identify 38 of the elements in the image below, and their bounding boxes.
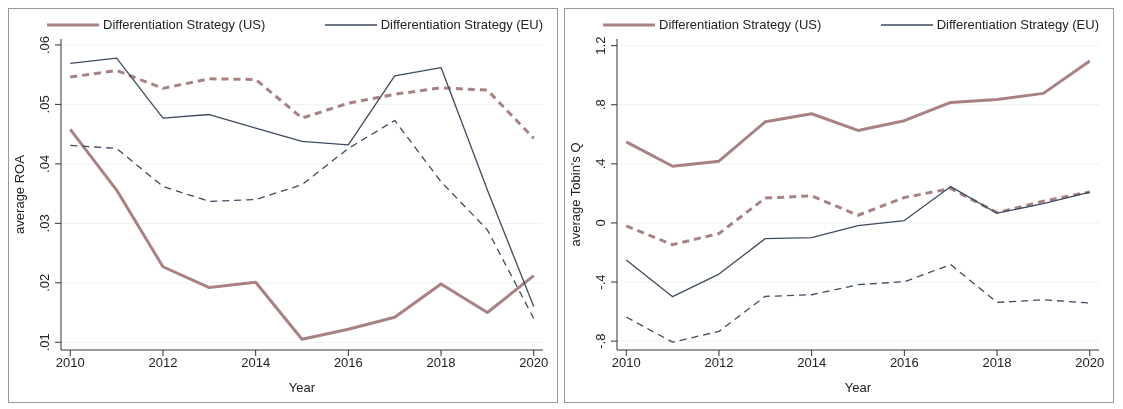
y-tick-label: .03 [37, 214, 52, 233]
x-tick-label: 2014 [797, 355, 827, 371]
y-axis-title: average ROA [11, 154, 27, 234]
line-series [68, 69, 536, 140]
y-tick-label: .8 [593, 99, 608, 111]
line-series [625, 263, 1091, 343]
y-tick-label: -.8 [593, 333, 608, 349]
x-tick-label: 2018 [982, 355, 1012, 371]
x-tick-label: 2016 [889, 355, 919, 371]
y-tick-label: .4 [593, 158, 608, 170]
x-tick-label: 2012 [704, 355, 734, 371]
x-tick-label: 2014 [241, 355, 271, 371]
x-tick-label: 2020 [519, 355, 549, 371]
x-tick-label: 2010 [55, 355, 85, 371]
x-tick-label: 2010 [611, 355, 641, 371]
y-tick-label: -.4 [593, 274, 608, 290]
x-tick-label: 2018 [426, 355, 456, 371]
y-tick-label: .04 [37, 154, 52, 173]
y-tick-label: .06 [37, 35, 52, 54]
legend-label: Differentiation Strategy (EU) [936, 17, 1099, 32]
y-axis-title: average Tobin's Q [567, 142, 583, 247]
line-series [624, 187, 1092, 247]
legend-label: Differentiation Strategy (US) [659, 17, 822, 32]
y-tick-label: .02 [37, 273, 52, 292]
line-series [624, 59, 1092, 168]
x-axis-title: Year [288, 380, 316, 395]
y-tick-label: .05 [37, 95, 52, 114]
x-axis-title: Year [844, 380, 872, 395]
legend-label: Differentiation Strategy (US) [103, 17, 266, 32]
legend-label: Differentiation Strategy (EU) [380, 17, 543, 32]
y-tick-label: .01 [37, 333, 52, 352]
line-series [625, 185, 1091, 298]
x-tick-label: 2012 [148, 355, 178, 371]
line-series [69, 57, 535, 308]
x-tick-label: 2020 [1075, 355, 1105, 371]
y-tick-label: 1.2 [593, 36, 608, 55]
y-tick-label: 0 [593, 219, 608, 227]
x-tick-label: 2016 [333, 355, 363, 371]
